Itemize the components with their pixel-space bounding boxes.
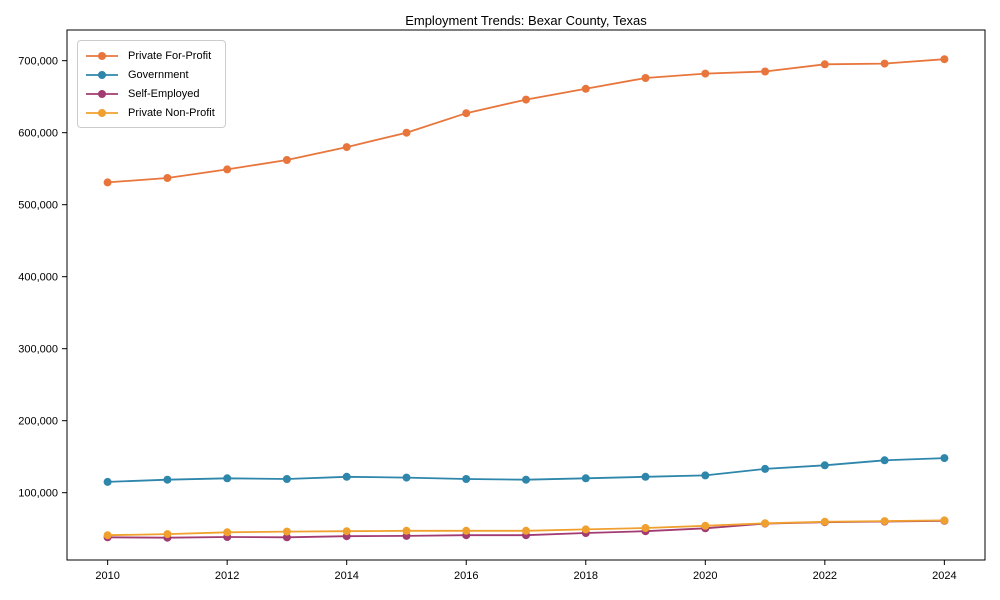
y-tick-label: 100,000	[18, 488, 58, 500]
data-point-private-non-profit	[223, 528, 232, 537]
data-point-government	[701, 471, 710, 480]
data-point-private-for-profit	[820, 60, 829, 69]
data-point-private-non-profit	[701, 521, 710, 530]
data-point-private-for-profit	[462, 109, 471, 118]
data-point-private-for-profit	[282, 156, 291, 164]
data-point-private-non-profit	[641, 524, 650, 532]
y-tick-label: 400,000	[18, 272, 58, 284]
legend-item-self-employed: Self-Employed	[85, 84, 215, 103]
legend-label: Government	[128, 68, 189, 81]
data-point-private-non-profit	[163, 530, 172, 539]
legend: Private For-Profit Government Self-Employe…	[77, 40, 226, 128]
data-point-government	[462, 475, 471, 483]
data-point-private-for-profit	[522, 95, 530, 104]
data-point-government	[163, 475, 172, 484]
x-tick-label: 2018	[574, 570, 598, 582]
y-tick-label: 200,000	[18, 416, 58, 428]
data-point-private-for-profit	[761, 67, 770, 76]
data-point-government	[522, 475, 530, 484]
legend-item-private-non-profit: Private Non-Profit	[85, 103, 215, 122]
legend-label: Private For-Profit	[128, 49, 212, 62]
data-point-private-for-profit	[163, 174, 172, 182]
y-tick-label: 600,000	[18, 128, 58, 140]
data-point-private-for-profit	[880, 59, 889, 68]
data-point-government	[402, 473, 411, 482]
data-point-private-non-profit	[342, 527, 351, 536]
legend-marker-self-employed-icon	[86, 89, 118, 98]
data-point-private-non-profit	[581, 525, 590, 534]
y-tick-label: 300,000	[18, 344, 58, 356]
data-point-private-non-profit	[522, 526, 530, 535]
data-point-government	[581, 474, 590, 483]
legend-label: Private Non-Profit	[128, 106, 215, 119]
data-point-government	[880, 456, 889, 465]
data-point-government	[940, 454, 949, 463]
data-point-government	[761, 464, 770, 473]
data-point-private-non-profit	[103, 531, 112, 540]
x-tick-label: 2010	[95, 570, 119, 582]
data-point-government	[641, 472, 650, 481]
x-tick-label: 2020	[693, 570, 717, 582]
data-point-private-for-profit	[701, 69, 710, 78]
data-point-private-non-profit	[282, 527, 291, 536]
y-tick-label: 500,000	[18, 200, 58, 212]
data-point-government	[282, 475, 291, 483]
data-point-private-non-profit	[761, 519, 770, 528]
x-tick-label: 2012	[215, 570, 239, 582]
legend-marker-private-non-profit-icon	[86, 108, 118, 117]
x-tick-label: 2014	[334, 570, 358, 582]
data-point-private-non-profit	[880, 517, 889, 526]
data-point-government	[342, 472, 351, 481]
data-point-private-for-profit	[641, 74, 650, 82]
data-point-self-employed	[282, 533, 291, 542]
data-point-private-for-profit	[103, 178, 112, 187]
x-tick-label: 2024	[932, 570, 956, 582]
data-point-government	[223, 474, 232, 483]
data-point-private-for-profit	[342, 143, 351, 152]
plot-frame	[66, 29, 986, 561]
x-tick-label: 2022	[813, 570, 837, 582]
legend-label: Self-Employed	[128, 87, 200, 100]
data-point-private-for-profit	[940, 55, 949, 64]
legend-marker-private-for-profit-icon	[86, 51, 118, 60]
data-point-government	[103, 477, 112, 486]
legend-item-private-for-profit: Private For-Profit	[85, 46, 215, 65]
legend-item-government: Government	[85, 65, 215, 84]
data-point-private-non-profit	[940, 516, 949, 525]
data-point-private-for-profit	[581, 84, 590, 93]
y-tick-label: 700,000	[18, 56, 58, 68]
data-point-private-non-profit	[820, 517, 829, 526]
data-point-private-non-profit	[462, 526, 471, 535]
data-point-government	[820, 461, 829, 470]
data-point-private-for-profit	[223, 165, 232, 174]
data-point-private-non-profit	[402, 526, 411, 535]
series-line-private-for-profit	[107, 58, 945, 184]
data-point-private-for-profit	[402, 128, 411, 137]
x-tick-label: 2016	[454, 570, 478, 582]
chart-title: Employment Trends: Bexar County, Texas	[405, 13, 647, 28]
legend-marker-government-icon	[86, 70, 118, 79]
